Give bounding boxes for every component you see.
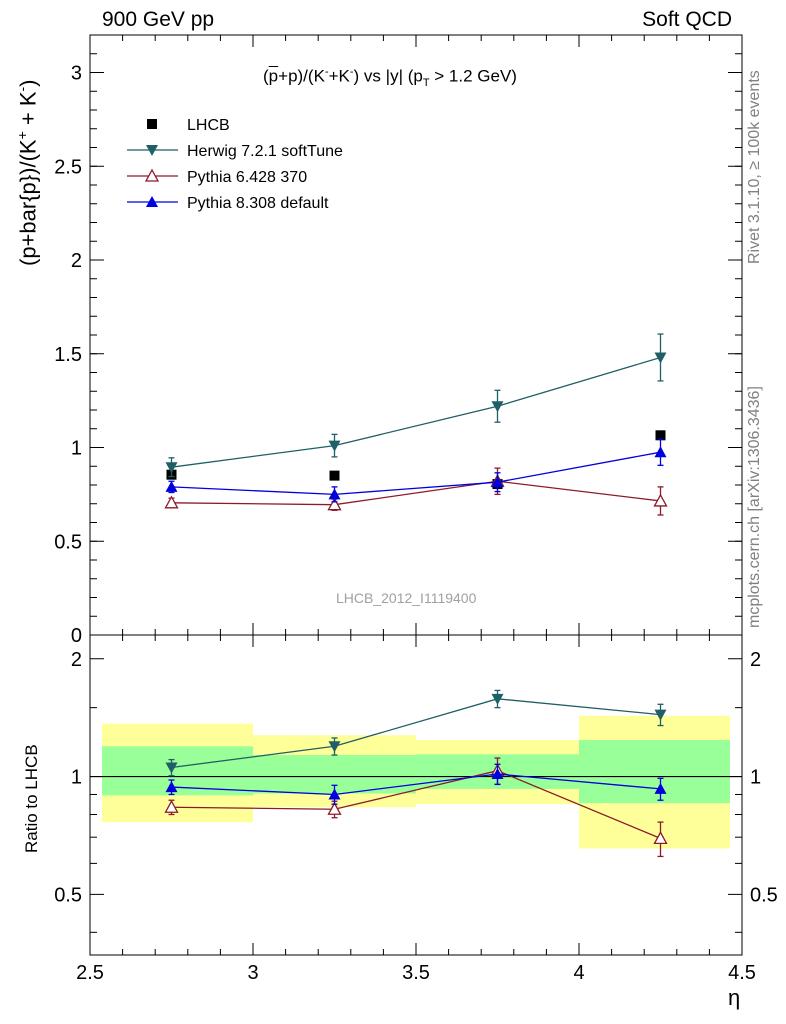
legend-label: Herwig 7.2.1 softTune	[187, 143, 343, 160]
data-point	[491, 768, 504, 780]
data-point	[327, 801, 342, 815]
ratio-series-pythia-8-308-default	[165, 763, 667, 805]
data-point	[491, 401, 504, 413]
y-tick-label: 0	[71, 625, 82, 647]
mcplots-label: mcplots.cern.ch [arXiv:1306.3436]	[746, 386, 763, 628]
data-point	[654, 352, 667, 364]
data-point	[165, 762, 178, 774]
band-inner	[579, 740, 730, 804]
y-tick-label: 2	[71, 649, 82, 671]
data-point	[164, 799, 179, 813]
data-point	[655, 430, 666, 441]
legend-item-pythia-8-308-default: Pythia 8.308 default	[127, 195, 329, 212]
legend: LHCB Herwig 7.2.1 softTune Pythia 6.428 37…	[127, 117, 343, 212]
series-line	[171, 698, 661, 769]
series-herwig-7-2-1-softtune	[165, 333, 667, 478]
analysis-watermark: LHCB_2012_I1119400	[336, 590, 477, 606]
legend-marker	[146, 196, 158, 207]
series-pythia-8-308-default	[165, 438, 667, 503]
data-point	[165, 781, 178, 793]
y-tick-label: 1	[71, 767, 82, 789]
y-tick-label: 3	[71, 63, 82, 85]
band-inner	[102, 746, 253, 796]
x-tick-label: 4.5	[728, 962, 756, 984]
data-point	[328, 788, 341, 800]
y-tick-label: 2.5	[54, 156, 82, 178]
data-point	[654, 782, 667, 794]
series-lhcb	[166, 430, 666, 490]
rivet-label: Rivet 3.1.10, ≥ 100k events	[746, 70, 763, 264]
main-plot-title: (p+p)/(K-+K-) vs |y| (pT > 1.2 GeV)	[263, 66, 517, 90]
legend-label: Pythia 8.308 default	[187, 195, 329, 212]
data-point	[491, 693, 504, 705]
y-tick-label: 1	[71, 438, 82, 460]
uncertainty-bands	[102, 715, 730, 849]
x-tick-label: 3.5	[402, 962, 430, 984]
legend-item-pythia-6-428-370: Pythia 6.428 370	[127, 168, 307, 186]
legend-item-herwig-7-2-1-softtune: Herwig 7.2.1 softTune	[127, 143, 343, 160]
y-tick-label: 2	[71, 250, 82, 272]
y-tick-label: 1	[750, 767, 761, 789]
header-left: 900 GeV pp	[102, 8, 215, 31]
header-right: Soft QCD	[642, 8, 732, 31]
series-pythia-6-428-370	[164, 467, 668, 516]
data-point	[654, 446, 667, 458]
series-line	[171, 480, 661, 506]
y-tick-label: 0.5	[54, 884, 82, 906]
data-point	[653, 831, 668, 845]
x-axis-label: η	[728, 985, 741, 1010]
main-plot: 0 0.5 1 1.5 2 2.5 3 LHCB Herwig 7.2.1 softTune Py…	[54, 34, 743, 647]
data-point	[491, 476, 504, 488]
series-line	[171, 773, 661, 796]
y-tick-label: 0.5	[750, 884, 778, 906]
legend-label: Pythia 6.428 370	[187, 169, 307, 186]
x-tick-label: 4	[573, 962, 584, 984]
main-y-axis-label: (p+bar{p})/(K+ + K-)	[14, 79, 41, 266]
x-tick-label: 3	[247, 962, 258, 984]
legend-marker	[147, 119, 157, 129]
y-tick-label: 1.5	[54, 344, 82, 366]
data-point	[328, 440, 341, 452]
series-line	[171, 770, 661, 840]
data-point	[653, 493, 668, 507]
legend-item-lhcb: LHCB	[147, 117, 230, 134]
data-point	[328, 741, 341, 753]
x-tick-label: 2.5	[76, 962, 104, 984]
data-point	[165, 480, 178, 492]
ratio-y-axis-label: Ratio to LHCB	[22, 744, 41, 853]
data-point	[327, 497, 342, 511]
data-point	[165, 462, 178, 474]
data-point	[164, 495, 179, 509]
y-tick-label: 0.5	[54, 531, 82, 553]
ratio-series-herwig-7-2-1-softtune	[165, 689, 667, 777]
legend-marker	[146, 145, 158, 156]
data-point	[654, 709, 667, 721]
data-point	[329, 470, 340, 481]
y-tick-label: 2	[750, 649, 761, 671]
legend-label: LHCB	[187, 117, 230, 134]
legend-marker	[144, 168, 160, 182]
ratio-plot: 2.5 3 3.5 4 4.5 0.5 0.5 1 1 2 2	[54, 634, 778, 984]
series-line	[171, 451, 661, 496]
series-line	[171, 356, 661, 468]
data-point	[328, 488, 341, 500]
